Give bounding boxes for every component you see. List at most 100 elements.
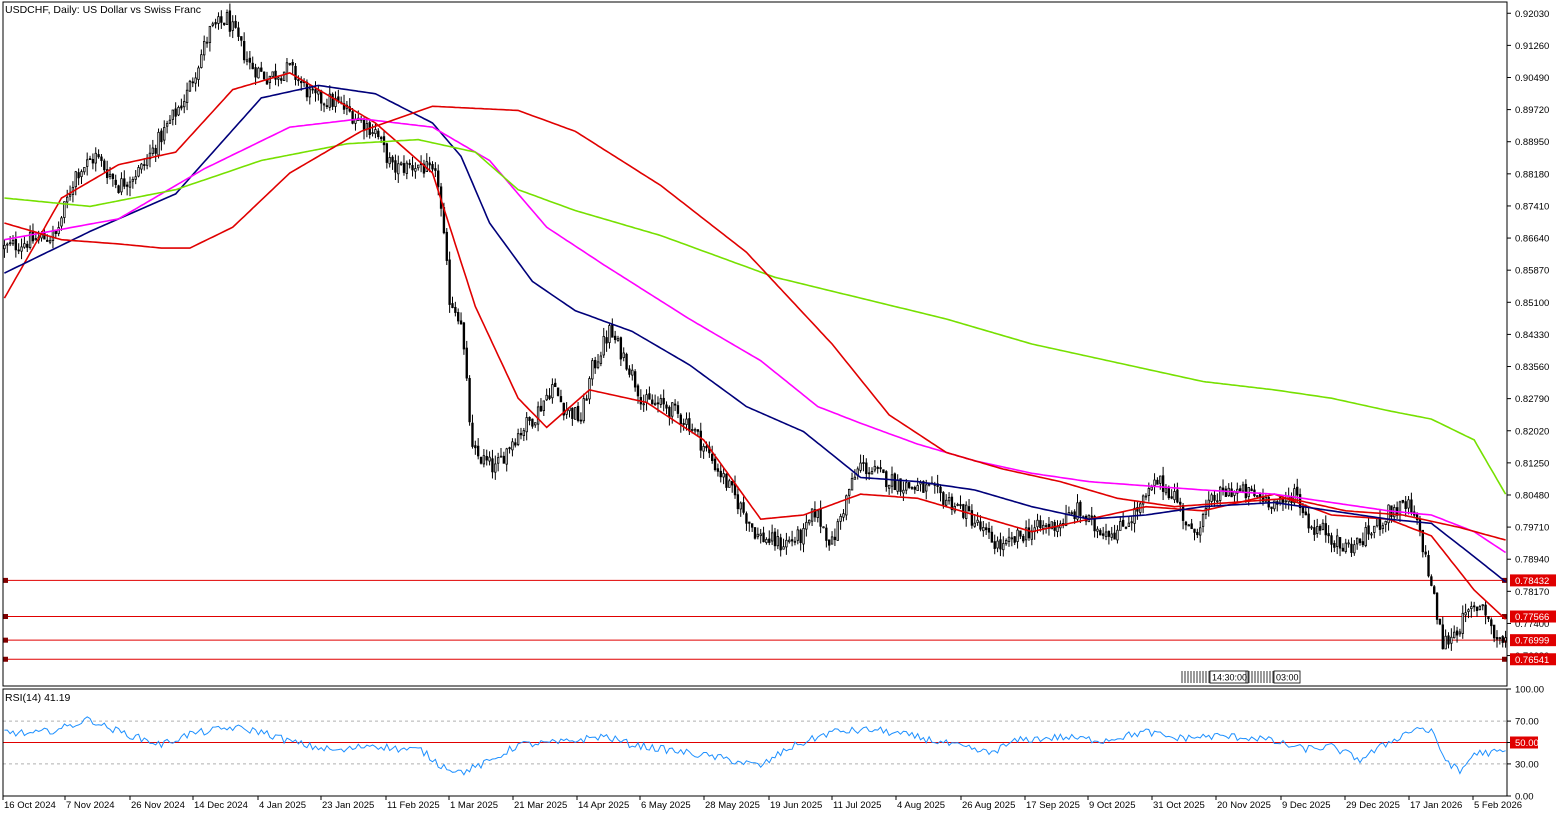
line-handle-left[interactable] xyxy=(3,614,8,620)
candle-body xyxy=(765,539,768,544)
x-tick-label: 29 Dec 2025 xyxy=(1346,800,1400,811)
candle-body xyxy=(1244,483,1248,499)
candle-body xyxy=(925,484,928,492)
candle-body xyxy=(828,539,831,546)
candle-body xyxy=(1321,522,1325,530)
line-handle-left[interactable] xyxy=(3,577,8,583)
candle-body xyxy=(163,127,166,141)
candle-body xyxy=(725,473,728,488)
candle-body xyxy=(23,243,26,248)
candle-body xyxy=(773,531,777,547)
candle-body xyxy=(334,97,337,107)
candle-body xyxy=(1090,515,1093,518)
candle-body xyxy=(271,71,274,78)
candle-body xyxy=(422,163,426,174)
y-tick-label: 0.85100 xyxy=(1515,298,1549,309)
candle-body xyxy=(1204,507,1208,515)
y-tick-label: 0.77400 xyxy=(1515,619,1549,630)
candle-body xyxy=(1201,514,1205,527)
candle-body xyxy=(371,132,374,135)
candle-body xyxy=(1187,524,1190,527)
candle-body xyxy=(990,531,994,543)
candle-body xyxy=(1170,496,1173,499)
candle-body xyxy=(1150,486,1153,491)
candle-body xyxy=(211,23,214,26)
candle-body xyxy=(14,239,18,251)
line-handle-right[interactable] xyxy=(1502,614,1507,620)
candle-body xyxy=(1230,488,1233,498)
candle-body xyxy=(499,455,503,458)
candle-body xyxy=(476,445,480,457)
candle-body xyxy=(137,167,140,177)
candle-body xyxy=(1330,535,1333,545)
candle-body xyxy=(1116,529,1119,541)
line-handle-right[interactable] xyxy=(1502,656,1507,662)
y-tick-label: 0.81250 xyxy=(1515,458,1549,469)
candle-body xyxy=(822,526,825,529)
candle-body xyxy=(1327,533,1330,537)
candle-body xyxy=(1019,530,1022,537)
candle-body xyxy=(1016,529,1019,542)
candle-body xyxy=(759,533,762,537)
candle-body xyxy=(905,482,908,491)
candle-body xyxy=(197,67,200,80)
candle-body xyxy=(993,541,996,549)
x-tick-label: 11 Jul 2025 xyxy=(833,800,881,811)
candle-body xyxy=(599,355,603,364)
candle-body xyxy=(1470,606,1473,609)
line-handle-left[interactable] xyxy=(3,656,8,662)
candle-body xyxy=(1153,479,1156,486)
candle-body xyxy=(379,137,383,139)
moving-average-365 xyxy=(4,105,1506,541)
candle-body xyxy=(728,480,731,488)
candle-body xyxy=(833,536,837,541)
candle-body xyxy=(1378,517,1382,530)
candle-body xyxy=(862,462,865,464)
candle-body xyxy=(785,539,788,548)
candle-body xyxy=(140,163,143,170)
candle-body xyxy=(1433,586,1436,594)
candle-body xyxy=(528,416,531,421)
candle-body xyxy=(973,522,976,527)
candle-body xyxy=(916,485,919,491)
candle-body xyxy=(431,164,434,170)
candle-body xyxy=(887,484,891,489)
candle-body xyxy=(756,533,760,538)
candle-body xyxy=(602,335,605,356)
candle-body xyxy=(80,171,83,178)
candle-body xyxy=(879,467,882,470)
x-tick-label: 7 Nov 2024 xyxy=(66,800,115,811)
candle-body xyxy=(1213,494,1216,501)
candle-body xyxy=(596,361,600,368)
candle-body xyxy=(711,453,714,461)
candle-body xyxy=(1210,494,1213,502)
candle-body xyxy=(1435,592,1439,620)
candle-body xyxy=(305,81,309,98)
candle-body xyxy=(1441,624,1444,650)
candle-body xyxy=(1010,537,1014,540)
candle-body xyxy=(1161,475,1165,492)
candle-body xyxy=(174,108,177,117)
candle-body xyxy=(285,62,289,74)
candle-body xyxy=(1027,527,1031,539)
line-handle-left[interactable] xyxy=(3,637,8,643)
candle-body xyxy=(987,527,991,533)
moving-average-100 xyxy=(4,117,1507,554)
candle-body xyxy=(468,378,471,423)
candle-body xyxy=(1179,501,1182,505)
candle-body xyxy=(770,532,774,542)
candle-body xyxy=(8,242,12,245)
candle-body xyxy=(613,335,617,341)
candle-body xyxy=(242,40,246,61)
rsi-y-tick-label: 70.00 xyxy=(1515,717,1539,728)
time-marker-box xyxy=(1273,670,1301,684)
x-tick-label: 6 May 2025 xyxy=(641,800,691,811)
candle-body xyxy=(1318,525,1322,531)
candle-body xyxy=(200,54,203,68)
candle-body xyxy=(1107,530,1111,537)
candle-body xyxy=(671,402,674,417)
candle-body xyxy=(651,399,654,405)
price-tag-label: 0.77566 xyxy=(1515,612,1549,623)
candle-body xyxy=(847,488,851,496)
candle-body xyxy=(1313,527,1316,535)
